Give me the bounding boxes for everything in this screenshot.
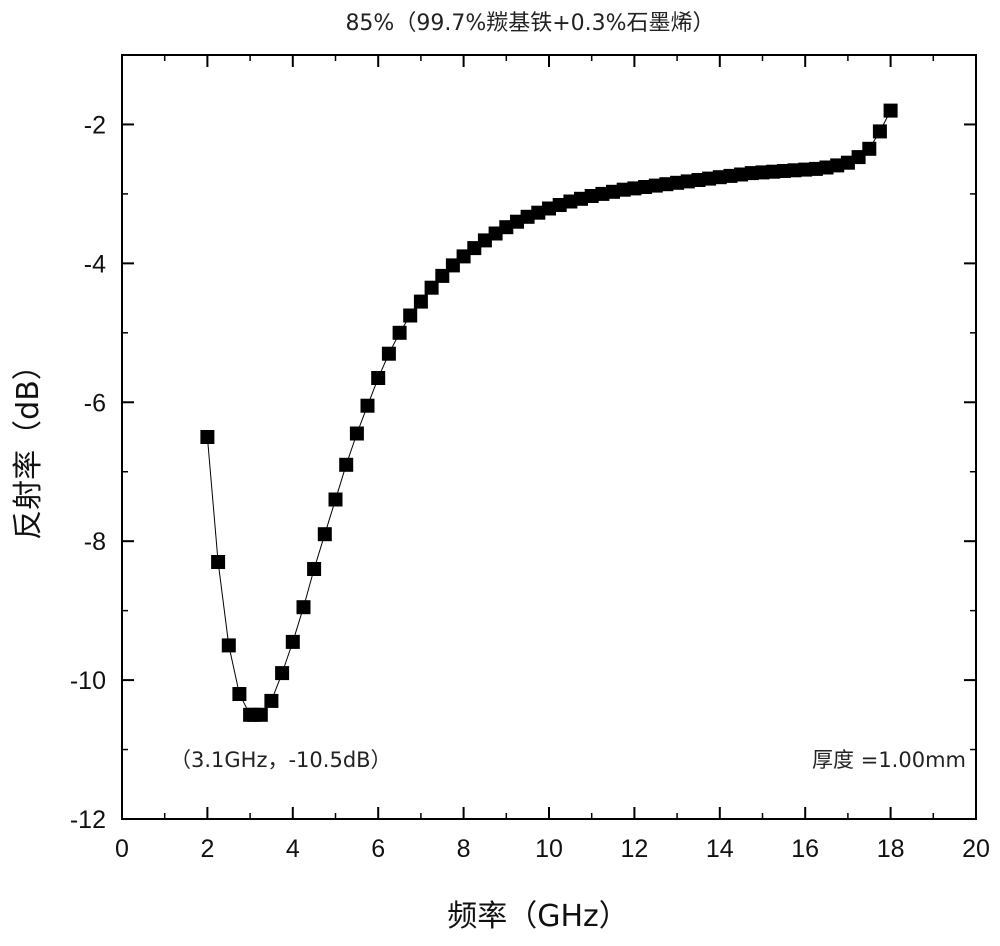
data-point [392,325,407,340]
y-tick-label: -10 [70,667,106,695]
data-point [670,175,685,190]
data-point [232,687,247,701]
x-tick-label: 12 [620,835,648,863]
data-point [349,426,364,441]
data-point [339,457,354,472]
data-point [456,249,471,264]
data-point [819,160,834,175]
data-point [766,164,781,179]
data-point [883,103,898,118]
data-point [413,294,428,309]
thickness-annotation: 厚度 =1.00mm [812,748,966,772]
data-point [627,181,642,196]
data-point [531,205,546,220]
y-axis-label: 反射率（dB） [11,350,46,540]
data-point [648,178,663,193]
data-point [264,693,279,708]
data-point [520,209,535,224]
data-point [275,666,290,681]
x-axis-label: 频率（GHz） [447,899,629,934]
data-point [424,280,439,295]
data-point [808,161,823,176]
data-point [830,158,845,173]
data-point [542,201,556,216]
data-point [467,241,482,256]
data-point [638,180,653,194]
data-point [499,220,514,235]
data-point [798,162,813,177]
data-point [712,170,727,185]
y-tick-label: -12 [70,806,106,834]
data-point [851,150,866,165]
data-point [584,189,599,203]
series-line [206,110,892,716]
y-tick-label: -6 [84,389,106,417]
data-point [296,600,311,615]
data-point [616,182,631,197]
x-tick-label: 6 [371,835,385,863]
data-point [787,163,802,178]
data-point [360,398,375,413]
series-points [200,103,898,722]
data-point [435,268,450,283]
data-point [488,226,503,241]
data-point [872,124,887,139]
data-point [317,527,332,542]
x-tick-label: 10 [535,835,563,863]
data-point [200,430,215,444]
data-point [211,555,226,569]
data-point [253,707,268,722]
data-point [328,492,343,507]
data-point [702,171,717,186]
data-point [595,186,610,201]
data-point [776,164,791,178]
data-point [734,167,749,182]
x-tick-label: 0 [115,835,129,863]
x-axis: 0 2 4 6 8 10 12 14 16 18 20 [115,55,990,863]
data-point [285,634,300,649]
x-tick-label: 2 [200,835,214,863]
data-point [403,308,418,323]
data-point [606,184,620,199]
x-tick-label: 4 [286,835,300,863]
y-tick-label: -2 [84,111,106,139]
data-point [862,141,877,156]
x-tick-label: 14 [706,835,734,863]
data-point [307,562,322,576]
data-point [840,155,855,170]
x-tick-label: 18 [877,835,905,863]
data-point [563,194,578,209]
x-tick-label: 20 [962,835,990,863]
data-point [574,191,588,206]
data-point [659,177,674,192]
min-point-annotation: （3.1GHz，-10.5dB） [170,748,392,772]
y-tick-label: -4 [84,250,106,278]
data-point [552,198,567,212]
x-tick-label: 16 [791,835,819,863]
data-point [755,165,770,180]
data-point [371,371,386,385]
data-point [381,346,396,361]
data-point [691,173,706,187]
data-point [723,168,738,183]
data-point [510,214,524,229]
y-tick-label: -8 [84,528,106,556]
data-point [445,258,460,273]
data-point [680,174,695,189]
data-point [221,638,236,653]
x-tick-label: 8 [457,835,471,863]
y-axis: -2 -4 -6 -8 -10 -12 [70,54,976,834]
data-point [744,166,759,181]
chart-title: 85%（99.7%羰基铁+0.3%石墨烯） [345,11,714,36]
data-point [477,233,492,248]
